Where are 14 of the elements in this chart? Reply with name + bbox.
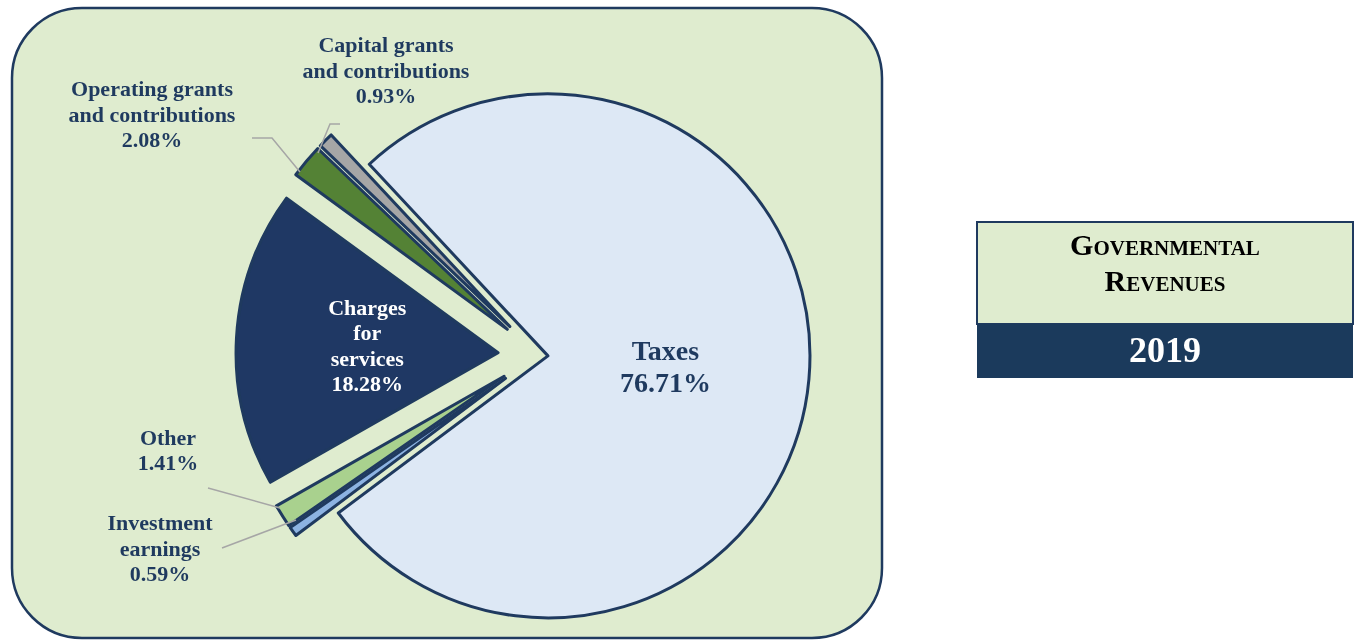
slice-label: Taxes xyxy=(631,335,700,367)
data-label: 76.71% xyxy=(619,367,711,399)
slice-label: Other xyxy=(139,425,197,451)
slice-label: Investment earnings xyxy=(107,510,214,561)
slice-label: Capital grants and contributions xyxy=(302,32,470,83)
slice-label: Operating grants and contributions xyxy=(68,76,236,127)
data-label: 18.28% xyxy=(331,370,404,396)
text: 2019 xyxy=(1129,330,1201,370)
data-label: 0.59% xyxy=(129,561,191,586)
data-label: 2.08% xyxy=(121,127,183,152)
data-label: 1.41% xyxy=(137,450,199,476)
data-label: 0.93% xyxy=(355,83,417,108)
slice-label: Charges for services xyxy=(328,295,407,371)
text: Governmental Revenues xyxy=(1070,228,1260,297)
